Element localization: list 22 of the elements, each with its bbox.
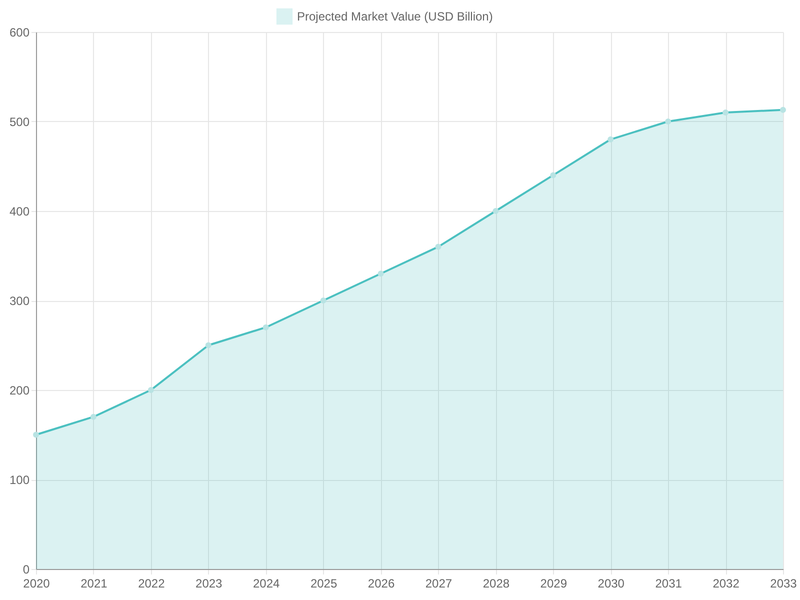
x-tick-label: 2032 (712, 576, 740, 590)
x-tick-label: 2022 (138, 576, 166, 590)
x-tick-label: 2026 (368, 576, 395, 590)
x-tick-label: 2031 (655, 576, 682, 590)
y-tick-label: 500 (9, 115, 30, 129)
y-tick-label: 400 (9, 204, 30, 218)
y-tick-label: 300 (9, 294, 30, 308)
x-tick-label: 2023 (196, 576, 223, 590)
y-tick-label: 200 (9, 384, 30, 398)
x-tick-label: 2025 (310, 576, 338, 590)
x-tick-label: 2020 (23, 576, 50, 590)
y-tick-label: 600 (9, 26, 30, 40)
x-tick-label: 2033 (770, 576, 798, 590)
legend-label: Projected Market Value (USD Billion) (297, 10, 493, 24)
x-tick-label: 2021 (80, 576, 108, 590)
x-tick-label: 2030 (598, 576, 625, 590)
y-tick-label: 100 (9, 473, 30, 487)
x-tick-label: 2027 (425, 576, 452, 590)
x-tick-label: 2028 (482, 576, 510, 590)
x-tick-label: 2024 (252, 576, 280, 590)
y-tick-label: 0 (22, 562, 30, 576)
x-tick-label: 2029 (540, 576, 568, 590)
